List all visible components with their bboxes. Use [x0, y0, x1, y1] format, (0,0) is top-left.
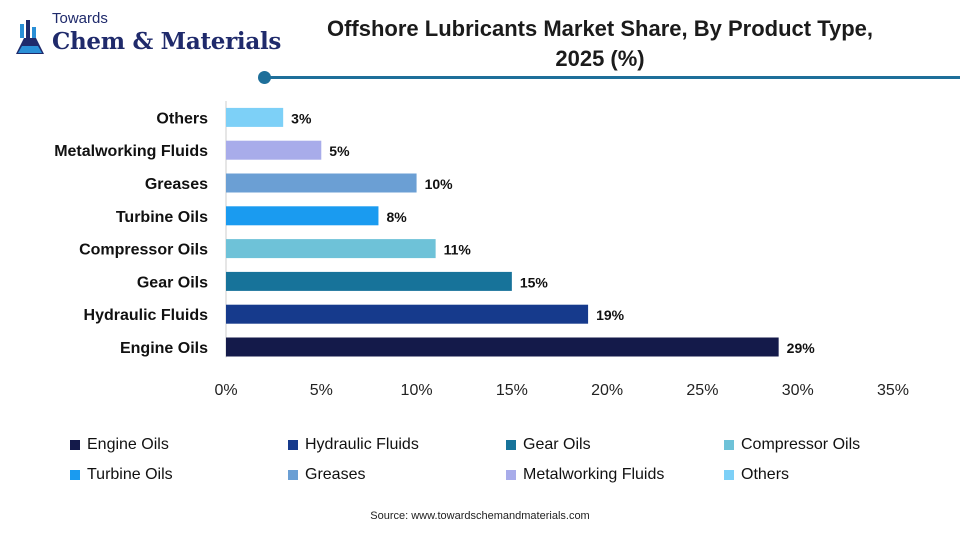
legend-label: Turbine Oils: [87, 466, 173, 483]
title-divider-dot: [258, 71, 271, 84]
data-label: 11%: [444, 242, 472, 258]
legend-item: Others: [724, 466, 789, 484]
category-label: Turbine Oils: [116, 209, 208, 226]
chart-title-line-2: 2025 (%): [555, 46, 645, 71]
data-label: 29%: [787, 340, 816, 356]
legend-item: Gear Oils: [506, 436, 591, 454]
logo-top-text: Towards: [52, 10, 108, 27]
legend-item: Greases: [288, 466, 365, 484]
bar-metalworking-fluids: [226, 140, 322, 160]
legend-item: Engine Oils: [70, 436, 169, 454]
bar-engine-oils: [226, 337, 779, 357]
legend-item: Metalworking Fluids: [506, 466, 664, 484]
legend-label: Hydraulic Fluids: [305, 436, 419, 453]
category-label: Compressor Oils: [79, 242, 208, 259]
chart-title: Offshore Lubricants Market Share, By Pro…: [260, 14, 940, 74]
category-label: Gear Oils: [137, 274, 208, 291]
data-label: 15%: [520, 274, 549, 290]
logo-main-text: Chem & Materials: [52, 28, 282, 55]
category-label: Hydraulic Fluids: [84, 307, 209, 324]
x-tick-label: 5%: [310, 382, 333, 399]
data-label: 10%: [425, 176, 454, 192]
title-divider: [262, 76, 960, 79]
legend-swatch: [70, 440, 80, 450]
legend-swatch: [506, 470, 516, 480]
legend-label: Compressor Oils: [741, 436, 861, 453]
legend-swatch: [724, 440, 734, 450]
legend-swatch: [70, 470, 80, 480]
legend-label: Metalworking Fluids: [523, 466, 665, 483]
x-tick-label: 0%: [214, 382, 237, 399]
legend-label: Engine Oils: [87, 436, 169, 453]
legend-swatch: [288, 440, 298, 450]
chart-title-line-1: Offshore Lubricants Market Share, By Pro…: [326, 16, 874, 41]
x-tick-label: 30%: [782, 382, 814, 399]
x-tick-label: 20%: [591, 382, 623, 399]
x-tick-label: 35%: [877, 382, 909, 399]
source-note: Source: www.towardschemandmaterials.com: [370, 510, 590, 522]
x-tick-label: 15%: [496, 382, 528, 399]
category-label: Greases: [145, 176, 208, 193]
legend-swatch: [724, 470, 734, 480]
legend-label: Greases: [305, 466, 366, 483]
bar-compressor-oils: [226, 239, 436, 259]
flask-logo-icon: [16, 20, 44, 54]
x-tick-label: 25%: [686, 382, 718, 399]
bar-hydraulic-fluids: [226, 304, 589, 324]
category-label: Others: [156, 110, 208, 127]
bar-gear-oils: [226, 271, 512, 291]
legend-item: Turbine Oils: [70, 466, 173, 484]
legend-label: Others: [741, 466, 790, 483]
bar-turbine-oils: [226, 206, 379, 226]
legend-item: Hydraulic Fluids: [288, 436, 419, 454]
brand-logo: Towards Chem & Materials: [16, 8, 281, 64]
data-label: 8%: [386, 209, 407, 225]
legend-item: Compressor Oils: [724, 436, 860, 454]
category-label: Metalworking Fluids: [54, 143, 208, 160]
legend-swatch: [288, 470, 298, 480]
data-label: 19%: [596, 307, 625, 323]
legend-swatch: [506, 440, 516, 450]
category-label: Engine Oils: [120, 340, 208, 357]
data-label: 5%: [329, 143, 350, 159]
x-tick-label: 10%: [401, 382, 433, 399]
legend-label: Gear Oils: [523, 436, 591, 453]
bar-greases: [226, 173, 417, 193]
data-label: 3%: [291, 110, 312, 126]
bar-others: [226, 107, 284, 127]
